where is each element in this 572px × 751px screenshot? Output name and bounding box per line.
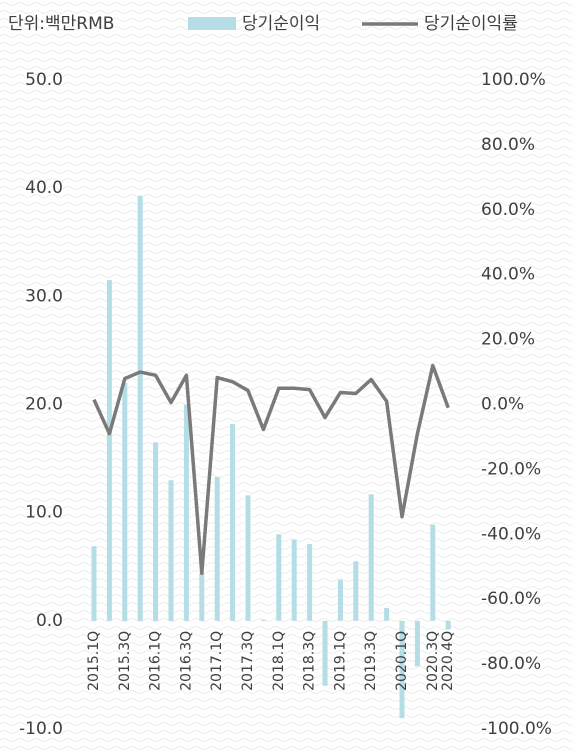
y2-tick-label: 20.0% [481, 330, 535, 350]
bar [199, 573, 205, 621]
y-tick-label: 10.0 [25, 503, 63, 523]
x-tick-label: 2020.3Q [425, 631, 441, 691]
legend-swatch [188, 17, 236, 30]
bar [337, 579, 343, 621]
x-tick-label: 2015.3Q [117, 631, 133, 691]
bar [260, 619, 266, 621]
bar [183, 404, 189, 621]
x-tick-label: 2016.1Q [148, 631, 164, 691]
x-tick-label: 2018.1Q [271, 631, 287, 691]
bar [106, 280, 112, 621]
bar [137, 195, 143, 621]
bar [91, 546, 97, 621]
x-tick-label: 2018.3Q [302, 631, 318, 691]
line [92, 363, 450, 575]
y-tick-label: 30.0 [25, 286, 63, 306]
y2-tick-label: 40.0% [481, 265, 535, 285]
bar [430, 524, 436, 621]
y-tick-label: -10.0 [19, 719, 63, 739]
x-tick-label: 2019.1Q [332, 631, 348, 691]
y-tick-label: 0.0 [36, 611, 63, 631]
bar [368, 494, 374, 621]
bar [307, 544, 313, 621]
x-tick-label: 2017.1Q [209, 631, 225, 691]
bar [291, 539, 297, 621]
bar [245, 495, 251, 621]
x-tick-label: 2020.4Q [440, 631, 456, 691]
x-tick-label: 2017.3Q [240, 631, 256, 691]
legend-label: 당기순이익 [242, 14, 320, 34]
y2-tick-label: -100.0% [481, 719, 552, 739]
bar [384, 607, 390, 621]
x-tick-label: 2019.3Q [363, 631, 379, 691]
unit-label: 단위:백만RMB [8, 14, 114, 34]
y2-tick-label: 80.0% [481, 135, 535, 155]
y-tick-label: 20.0 [25, 395, 63, 415]
y2-tick-label: 60.0% [481, 200, 535, 220]
y2-tick-label: 100.0% [481, 70, 546, 90]
x-tick-label: 2016.3Q [178, 631, 194, 691]
bar [230, 423, 236, 621]
bar [322, 620, 328, 686]
bar [414, 620, 420, 667]
bar [214, 476, 220, 621]
y-tick-label: 40.0 [25, 178, 63, 198]
bar [122, 382, 128, 621]
bar [276, 534, 282, 621]
y2-tick-label: -20.0% [481, 459, 541, 479]
y-tick-label: 50.0 [25, 70, 63, 90]
legend-label: 당기순이익률 [424, 14, 518, 34]
x-tick-label: 2015.1Q [86, 631, 102, 691]
y2-tick-label: -80.0% [481, 654, 541, 674]
bar [399, 620, 405, 719]
bar [168, 480, 174, 621]
bar [445, 620, 451, 630]
bar [353, 561, 359, 621]
y2-tick-label: -60.0% [481, 589, 541, 609]
y2-tick-label: -40.0% [481, 524, 541, 544]
x-tick-label: 2020.1Q [394, 631, 410, 691]
y2-tick-label: 0.0% [481, 395, 524, 415]
bar [153, 442, 159, 621]
